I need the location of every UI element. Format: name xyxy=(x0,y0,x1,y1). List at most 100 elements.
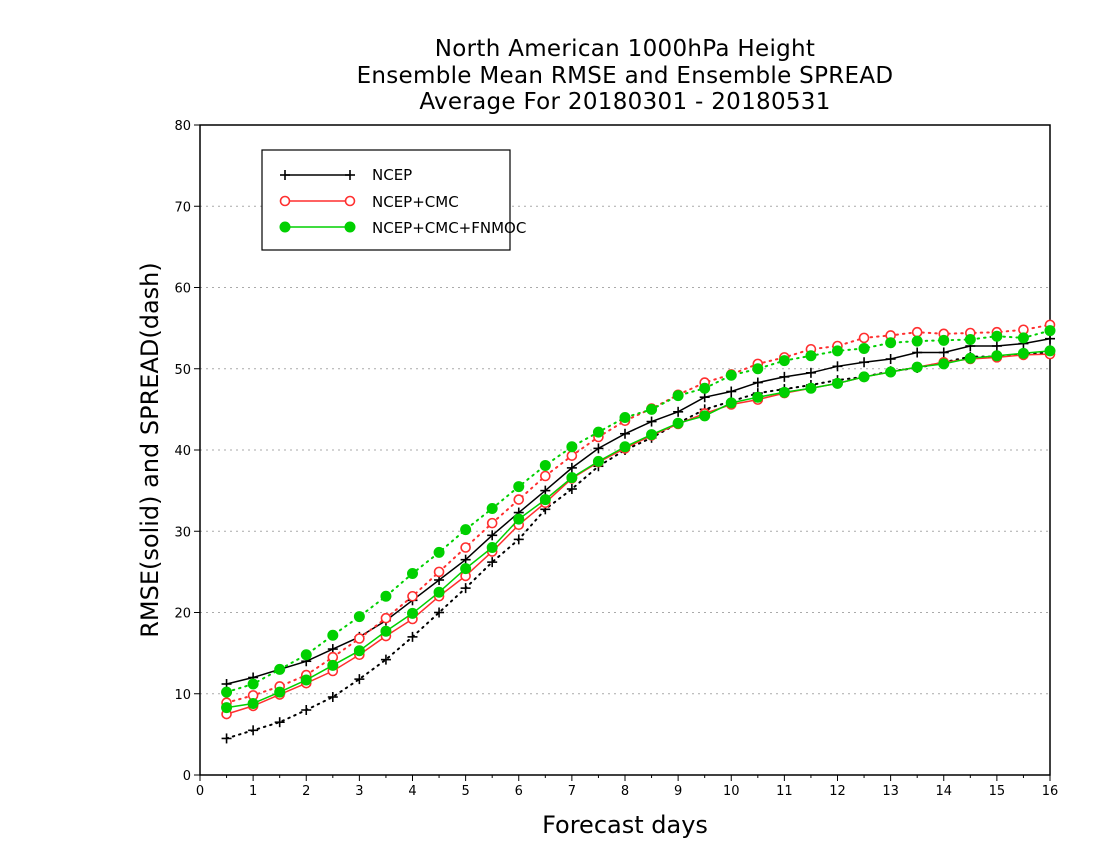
point-ncep-cmc-fnmoc-rmse-27 xyxy=(938,358,950,370)
series-ncep-spread-line xyxy=(225,351,1051,740)
y-tick-label-10: 10 xyxy=(174,688,191,703)
point-ncep-rmse-29 xyxy=(991,341,1002,351)
point-ncep-cmc-fnmoc-rmse-11 xyxy=(513,513,525,525)
point-ncep-spread-11 xyxy=(513,534,524,545)
point-ncep-cmc-fnmoc-spread-23 xyxy=(832,345,843,357)
y-tick-label-0: 0 xyxy=(183,769,191,784)
point-ncep-cmc-fnmoc-rmse-25 xyxy=(885,366,897,378)
legend-marker-end-ncep-cmc xyxy=(344,195,356,207)
point-ncep-cmc-fnmoc-spread-31 xyxy=(1044,325,1056,337)
point-ncep-cmc-fnmoc-rmse-21 xyxy=(778,386,790,398)
point-ncep-rmse-15 xyxy=(620,428,630,439)
x-tick-label-9: 9 xyxy=(674,784,682,799)
chart-title-line-2: Ensemble Mean RMSE and Ensemble SPREAD xyxy=(356,63,894,89)
legend-marker-start-ncep-cmc-fnmoc xyxy=(279,221,291,233)
point-ncep-cmc-spread-24 xyxy=(858,332,870,344)
point-ncep-spread-4 xyxy=(327,692,338,702)
x-tick-label-3: 3 xyxy=(355,784,363,799)
point-ncep-cmc-fnmoc-rmse-26 xyxy=(911,361,923,373)
series-ncep-cmc-fnmoc-spread-line xyxy=(225,329,1051,694)
point-ncep-cmc-fnmoc-rmse-22 xyxy=(805,382,817,394)
x-tick-label-14: 14 xyxy=(935,784,952,799)
point-ncep-cmc-fnmoc-rmse-0 xyxy=(221,702,233,714)
x-tick-label-11: 11 xyxy=(776,784,793,799)
point-ncep-rmse-21 xyxy=(779,371,790,382)
point-ncep-cmc-fnmoc-rmse-16 xyxy=(646,429,658,441)
point-ncep-cmc-fnmoc-spread-24 xyxy=(858,342,870,354)
point-ncep-spread-3 xyxy=(301,705,312,715)
series-ncep-cmc-rmse-line xyxy=(226,353,1051,715)
x-tick-label-0: 0 xyxy=(196,784,204,799)
x-tick-label-4: 4 xyxy=(408,784,416,799)
point-ncep-cmc-fnmoc-spread-0 xyxy=(221,686,233,698)
point-ncep-rmse-12 xyxy=(540,485,551,496)
point-ncep-cmc-fnmoc-spread-17 xyxy=(672,390,684,402)
y-tick-label-60: 60 xyxy=(174,282,191,297)
point-ncep-cmc-fnmoc-spread-9 xyxy=(460,524,472,536)
point-ncep-cmc-fnmoc-spread-27 xyxy=(938,334,950,346)
point-ncep-cmc-fnmoc-rmse-31 xyxy=(1044,345,1056,357)
point-ncep-spread-7 xyxy=(407,631,418,642)
x-tick-label-5: 5 xyxy=(461,784,469,799)
point-ncep-cmc-spread-10 xyxy=(486,517,498,529)
series-ncep-cmc-spread-line xyxy=(225,323,1051,704)
point-ncep-rmse-25 xyxy=(885,354,896,364)
point-ncep-rmse-19 xyxy=(726,386,737,397)
point-ncep-cmc-fnmoc-rmse-4 xyxy=(327,659,339,671)
x-tick-label-10: 10 xyxy=(723,784,740,799)
point-ncep-cmc-fnmoc-spread-18 xyxy=(699,382,711,394)
point-ncep-cmc-fnmoc-spread-12 xyxy=(539,459,551,471)
point-ncep-spread-2 xyxy=(274,717,285,728)
point-ncep-cmc-fnmoc-spread-19 xyxy=(725,369,737,381)
point-ncep-spread-13 xyxy=(566,484,577,494)
point-ncep-cmc-fnmoc-rmse-29 xyxy=(991,350,1003,362)
point-ncep-spread-5 xyxy=(354,674,365,685)
point-ncep-cmc-fnmoc-spread-29 xyxy=(991,330,1003,342)
point-ncep-rmse-16 xyxy=(646,416,657,427)
legend-label-ncep-cmc: NCEP+CMC xyxy=(372,193,459,211)
point-ncep-cmc-fnmoc-spread-1 xyxy=(247,678,259,690)
point-ncep-cmc-fnmoc-spread-30 xyxy=(1017,332,1029,344)
x-tick-label-7: 7 xyxy=(568,784,576,799)
point-ncep-spread-1 xyxy=(248,725,259,736)
point-ncep-cmc-fnmoc-spread-10 xyxy=(486,503,498,514)
point-ncep-cmc-fnmoc-rmse-9 xyxy=(460,563,472,575)
point-ncep-cmc-fnmoc-spread-16 xyxy=(646,403,658,415)
legend-label-ncep: NCEP xyxy=(372,166,412,184)
point-ncep-rmse-18 xyxy=(699,392,710,403)
point-ncep-cmc-fnmoc-rmse-30 xyxy=(1017,347,1029,359)
point-ncep-cmc-fnmoc-rmse-1 xyxy=(247,698,259,709)
point-ncep-cmc-fnmoc-rmse-12 xyxy=(539,494,551,506)
point-ncep-cmc-fnmoc-spread-15 xyxy=(619,412,631,423)
point-ncep-cmc-fnmoc-rmse-15 xyxy=(619,441,631,453)
legend-marker-start-ncep xyxy=(280,170,290,180)
point-ncep-cmc-fnmoc-spread-26 xyxy=(911,335,923,347)
point-ncep-cmc-fnmoc-spread-22 xyxy=(805,350,817,362)
point-ncep-rmse-10 xyxy=(487,530,498,541)
point-ncep-cmc-spread-12 xyxy=(540,470,551,482)
x-tick-label-1: 1 xyxy=(249,784,257,799)
point-ncep-rmse-22 xyxy=(805,367,816,378)
point-ncep-cmc-spread-8 xyxy=(433,566,445,578)
series-ncep-rmse-line xyxy=(226,337,1051,685)
point-ncep-spread-9 xyxy=(460,583,471,594)
chart-title-line-1: North American 1000hPa Height xyxy=(434,36,816,62)
point-ncep-cmc-fnmoc-rmse-10 xyxy=(486,542,498,553)
point-ncep-cmc-fnmoc-rmse-20 xyxy=(752,391,764,403)
point-ncep-cmc-spread-11 xyxy=(513,494,525,505)
point-ncep-cmc-fnmoc-rmse-18 xyxy=(699,410,711,422)
point-ncep-cmc-fnmoc-spread-14 xyxy=(592,426,604,438)
point-ncep-cmc-fnmoc-spread-13 xyxy=(566,441,578,453)
point-ncep-spread-6 xyxy=(380,654,391,665)
point-ncep-rmse-26 xyxy=(912,347,923,358)
y-tick-label-40: 40 xyxy=(174,444,191,459)
point-ncep-rmse-24 xyxy=(859,357,870,368)
legend: NCEP NCEP+CMC NCEP+CMC+FNMOC xyxy=(261,149,526,251)
legend-box xyxy=(261,149,511,251)
point-ncep-cmc-fnmoc-spread-5 xyxy=(353,611,365,623)
point-ncep-rmse-27 xyxy=(938,347,949,358)
point-ncep-cmc-spread-26 xyxy=(911,326,923,338)
